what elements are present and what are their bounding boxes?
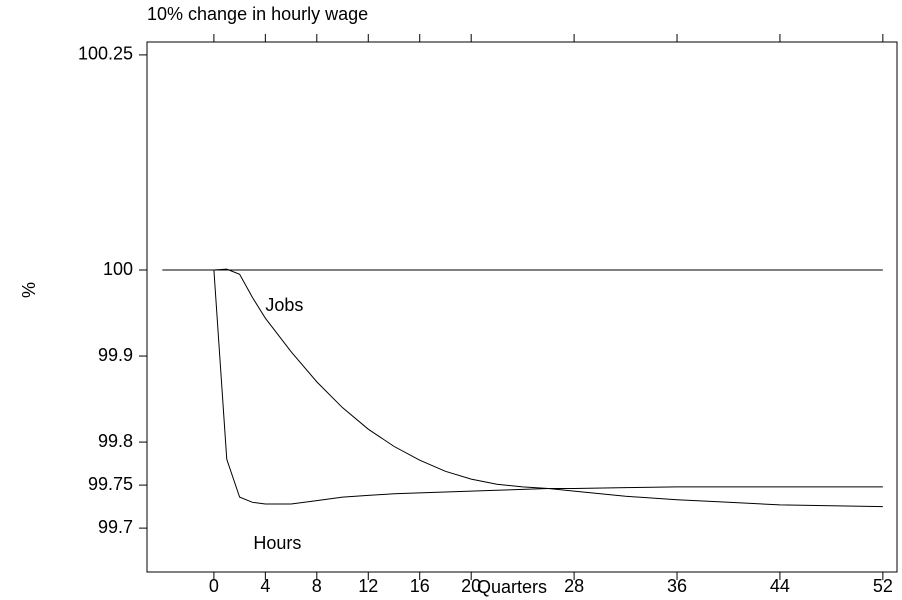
series-line [162, 268, 883, 508]
y-tick-label: 99.7 [98, 517, 133, 537]
x-tick-label: 8 [312, 576, 322, 596]
y-tick-label: 99.75 [88, 474, 133, 494]
x-axis-label: Quarters [477, 577, 547, 597]
series-label: Jobs [265, 295, 303, 315]
x-tick-label: 28 [564, 576, 584, 596]
y-tick-label: 99.9 [98, 345, 133, 365]
chart-title: 10% change in hourly wage [147, 4, 368, 24]
x-tick-label: 36 [667, 576, 687, 596]
plot-frame [146, 41, 898, 573]
y-tick-label: 99.8 [98, 431, 133, 451]
x-tick-label: 20 [461, 576, 481, 596]
x-tick-label: 52 [873, 576, 893, 596]
y-axis-label: % [19, 282, 39, 298]
x-tick-label: 0 [209, 576, 219, 596]
x-tick-label: 16 [410, 576, 430, 596]
series-label: Hours [253, 533, 301, 553]
series-line [162, 269, 883, 505]
x-tick-label: 12 [358, 576, 378, 596]
y-tick-label: 100 [103, 259, 133, 279]
x-tick-label: 44 [770, 576, 790, 596]
y-tick-label: 100.25 [78, 44, 133, 64]
x-tick-label: 4 [260, 576, 270, 596]
